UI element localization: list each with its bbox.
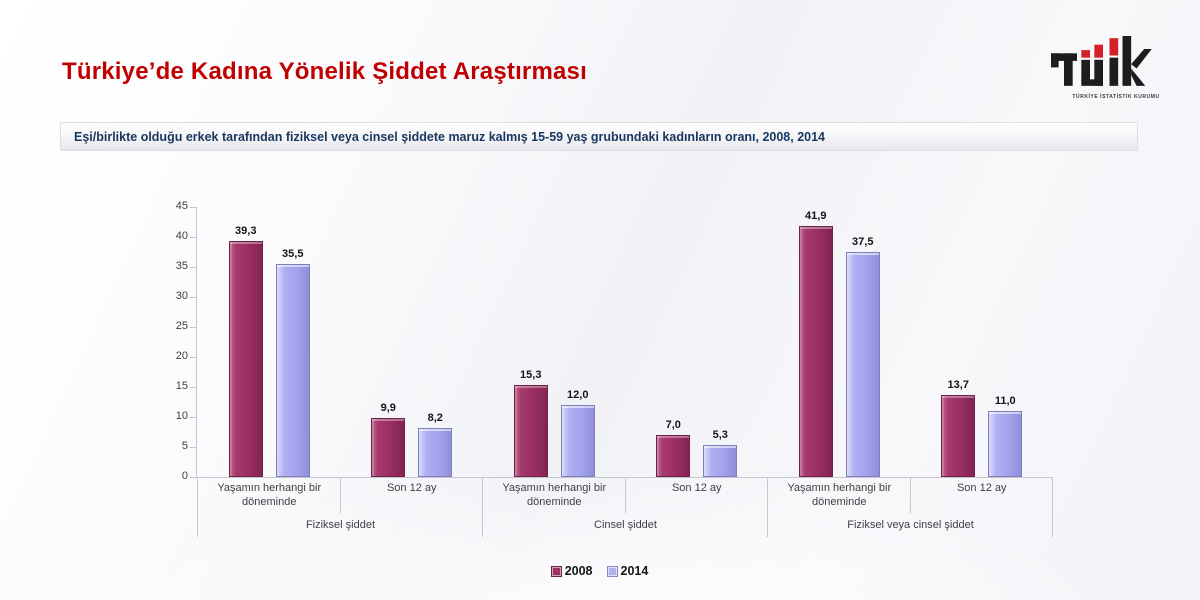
bar-value-label: 9,9 xyxy=(380,401,396,414)
chart-subtitle-bar: Eşi/birlikte olduğu erkek tarafından fiz… xyxy=(60,122,1138,151)
bar-2014 xyxy=(275,264,310,477)
y-tick-mark xyxy=(190,477,196,478)
y-tick-mark xyxy=(190,297,196,298)
legend-item-2014: 2014 xyxy=(606,564,649,578)
y-tick-mark xyxy=(190,357,196,358)
y-tick-mark xyxy=(190,327,196,328)
bar-value-label: 35,5 xyxy=(282,248,304,260)
y-tick-mark xyxy=(190,237,196,238)
y-tick-label: 10 xyxy=(175,410,188,422)
x-axis-separator xyxy=(197,477,198,537)
y-tick-mark xyxy=(190,447,196,448)
tuik-logo: TÜRKİYE İSTATİSTİK KURUMU xyxy=(1038,36,1168,100)
y-tick-label: 25 xyxy=(175,320,188,332)
bar-2008 xyxy=(798,225,833,477)
y-tick-mark xyxy=(190,267,196,268)
y-tick-label: 0 xyxy=(181,470,188,482)
x-group-label: Cinsel şiddet xyxy=(594,519,657,532)
x-subcategory-label: Yaşamın herhangi bir döneminde xyxy=(787,482,892,508)
y-tick-label: 5 xyxy=(181,440,188,452)
y-tick-label: 30 xyxy=(175,290,188,302)
page-title: Türkiye’de Kadına Yönelik Şiddet Araştır… xyxy=(62,58,587,85)
bar-2014 xyxy=(560,405,595,477)
bar-2014 xyxy=(845,252,880,477)
x-subcategory-label: Son 12 ay xyxy=(386,482,437,494)
x-subcategory-label: Son 12 ay xyxy=(671,482,722,494)
x-subcategory-label: Yaşamın herhangi bir döneminde xyxy=(217,482,322,508)
bar-value-label: 11,0 xyxy=(994,395,1016,407)
x-axis-separator xyxy=(482,477,483,537)
y-tick-label: 35 xyxy=(175,260,188,272)
y-tick-label: 20 xyxy=(175,350,188,362)
bar-value-label: 12,0 xyxy=(567,389,589,401)
x-axis-separator xyxy=(767,477,768,537)
legend-label: 2008 xyxy=(564,564,593,578)
bar-value-label: 15,3 xyxy=(520,369,542,382)
bar-2008 xyxy=(656,435,691,477)
bar-value-label: 37,5 xyxy=(852,236,874,248)
y-axis-line xyxy=(196,207,197,477)
bar-value-label: 8,2 xyxy=(427,411,443,424)
bar-2008 xyxy=(941,394,976,477)
legend-label: 2014 xyxy=(620,564,649,578)
bar-value-label: 13,7 xyxy=(947,378,969,391)
bar-value-label: 39,3 xyxy=(235,225,257,238)
bar-value-label: 5,3 xyxy=(712,429,728,442)
x-subcategory-label: Son 12 ay xyxy=(956,482,1007,494)
bar-value-label: 7,0 xyxy=(665,419,681,431)
legend-swatch-2014 xyxy=(606,565,618,577)
bar-2008 xyxy=(371,417,406,477)
legend-swatch-2008 xyxy=(550,565,562,577)
bar-value-label: 41,9 xyxy=(805,209,827,222)
x-axis-separator xyxy=(1052,477,1053,537)
chart-legend: 2008 2014 xyxy=(0,560,1200,582)
bar-2008 xyxy=(228,241,263,477)
bar-2014 xyxy=(988,411,1023,477)
bar-2008 xyxy=(513,385,548,477)
y-tick-mark xyxy=(190,417,196,418)
y-tick-label: 45 xyxy=(175,200,188,212)
x-subcategory-label: Yaşamın herhangi bir döneminde xyxy=(502,482,607,508)
y-tick-label: 15 xyxy=(175,380,188,392)
chart-subtitle: Eşi/birlikte olduğu erkek tarafından fiz… xyxy=(74,129,826,144)
x-group-label: Fiziksel şiddet xyxy=(305,519,376,532)
y-tick-mark xyxy=(190,207,196,208)
tuik-logo-tagline: TÜRKİYE İSTATİSTİK KURUMU xyxy=(1072,94,1160,100)
x-group-label: Fiziksel veya cinsel şiddet xyxy=(847,519,974,532)
legend-item-2008: 2008 xyxy=(550,564,593,578)
y-tick-label: 40 xyxy=(175,230,188,242)
bar-2014 xyxy=(703,445,738,477)
x-axis-separator xyxy=(624,477,626,513)
x-axis-separator xyxy=(909,477,911,513)
y-tick-mark xyxy=(190,387,196,388)
bar-2014 xyxy=(418,427,453,477)
x-axis-separator xyxy=(339,477,341,513)
tuik-logo-icon xyxy=(1051,36,1152,86)
